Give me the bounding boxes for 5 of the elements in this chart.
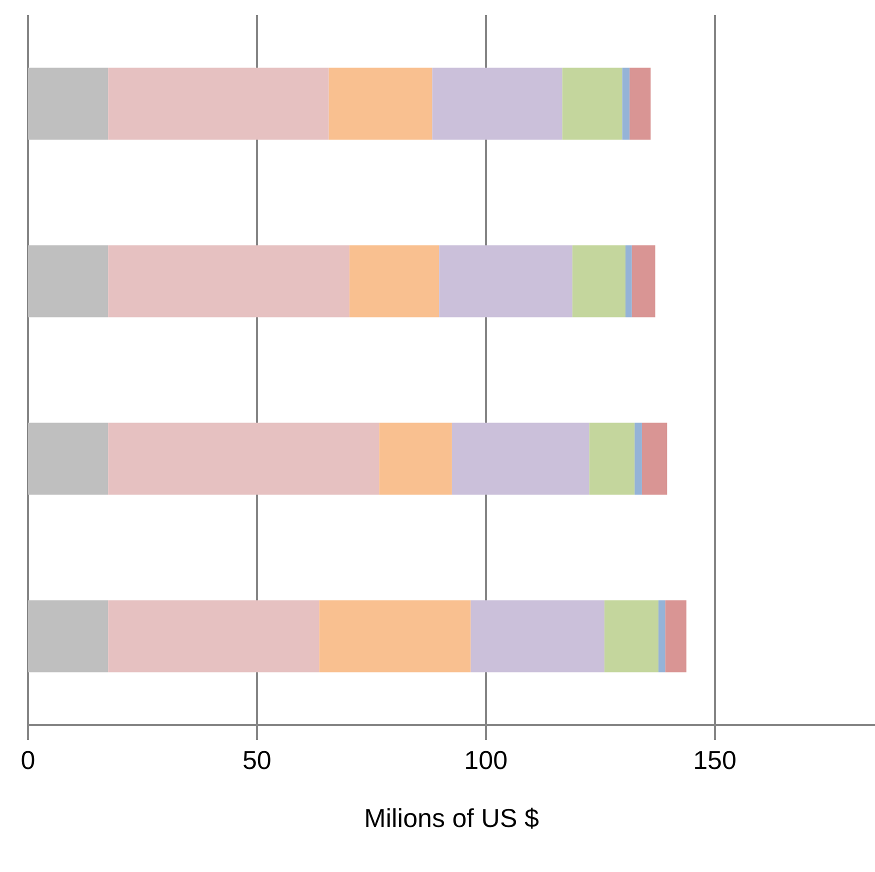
x-tick-label: 150 — [693, 745, 736, 775]
x-tick-label: 0 — [20, 745, 36, 775]
x-axis-title: Milions of US $ — [364, 803, 540, 833]
x-tick-label: 50 — [242, 745, 272, 775]
x-tick-label: 100 — [464, 745, 508, 775]
